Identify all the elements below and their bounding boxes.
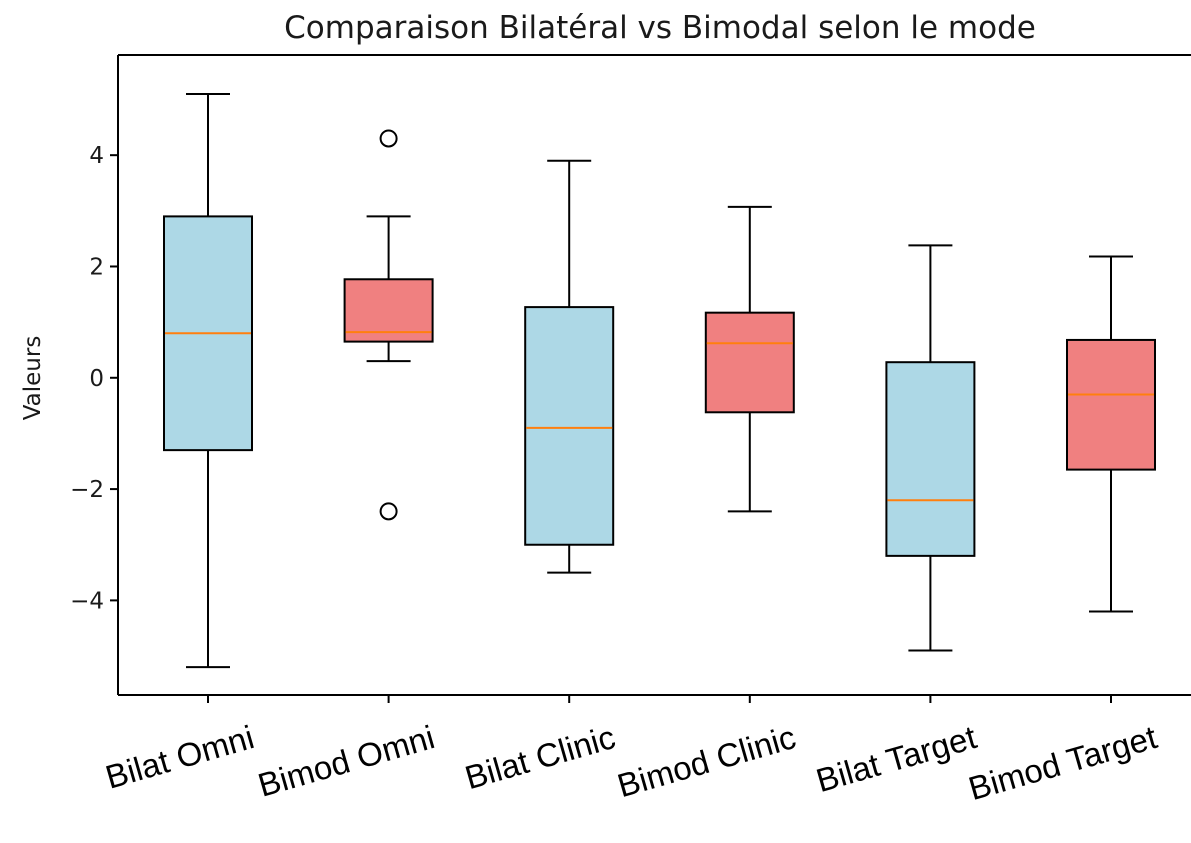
y-tick-label: 4 [89, 143, 104, 169]
x-tick-label: Bilat Clinic [461, 718, 619, 796]
x-tick-label: Bimod Target [964, 718, 1161, 807]
chart-title: Comparaison Bilatéral vs Bimodal selon l… [284, 10, 1036, 46]
x-tick-label: Bilat Target [812, 718, 980, 799]
outlier-point [379, 502, 398, 521]
box-bimod-omni [343, 129, 434, 521]
box-bimod-clinic [704, 205, 795, 513]
box-bilat-omni [163, 92, 253, 669]
box-bimod-target [1066, 255, 1156, 613]
iqr-box [704, 311, 795, 414]
iqr-box [524, 306, 615, 546]
outlier-point [379, 129, 398, 148]
y-tick-label: −2 [70, 477, 104, 503]
box-bilat-target [885, 244, 976, 652]
y-tick-label: −4 [70, 588, 104, 614]
y-tick-label: 0 [89, 366, 104, 392]
y-tick-label: 2 [89, 254, 104, 280]
box-bilat-clinic [524, 159, 615, 574]
x-tick-label: Bimod Clinic [613, 718, 799, 804]
iqr-box [885, 361, 976, 557]
y-axis-label: Valeurs [20, 336, 46, 421]
x-tick-label: Bilat Omni [101, 718, 258, 796]
x-tick-label: Bimod Omni [254, 718, 439, 804]
iqr-box [1066, 338, 1156, 471]
